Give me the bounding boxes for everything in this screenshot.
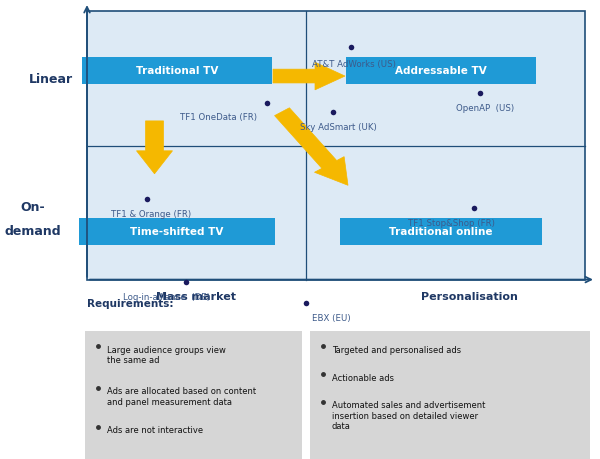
Text: TF1 OneData (FR): TF1 OneData (FR) [180,112,257,122]
Text: demand: demand [5,225,61,238]
Text: Addressable TV: Addressable TV [395,66,487,76]
Text: AT&T AdWorks (US): AT&T AdWorks (US) [312,60,396,69]
Polygon shape [275,109,348,186]
Text: Actionable ads: Actionable ads [332,373,394,382]
FancyBboxPatch shape [79,218,275,246]
Text: Ads are not interactive: Ads are not interactive [107,425,203,435]
Text: Traditional online: Traditional online [389,227,493,237]
Polygon shape [273,63,345,90]
Text: Targeted and personalised ads: Targeted and personalised ads [332,345,461,354]
Text: TF1 & Orange (FR): TF1 & Orange (FR) [111,210,191,219]
Text: Large audience groups view
the same ad: Large audience groups view the same ad [107,345,226,364]
FancyBboxPatch shape [87,11,585,280]
Text: Ads are allocated based on content
and panel measurement data: Ads are allocated based on content and p… [107,386,256,406]
Polygon shape [137,122,173,174]
Text: Automated sales and advertisement
insertion based on detailed viewer
data: Automated sales and advertisement insert… [332,400,485,430]
Text: On-: On- [20,201,46,213]
Text: Log-in-alliance  (DE): Log-in-alliance (DE) [123,292,210,302]
Text: Time-shifted TV: Time-shifted TV [130,227,224,237]
Text: Requirements:: Requirements: [87,298,173,308]
Text: OpenAP  (US): OpenAP (US) [456,104,514,113]
Text: Personalisation: Personalisation [421,291,518,302]
Text: Linear: Linear [29,73,73,86]
Text: TF1 Stop&Shop (FR): TF1 Stop&Shop (FR) [408,219,495,228]
Text: Traditional TV: Traditional TV [136,66,218,76]
Text: Sky AdSmart (UK): Sky AdSmart (UK) [300,123,377,132]
Text: Mass market: Mass market [157,291,236,302]
FancyBboxPatch shape [85,331,302,459]
Text: EBX (EU): EBX (EU) [312,313,350,322]
FancyBboxPatch shape [82,57,272,85]
FancyBboxPatch shape [310,331,590,459]
FancyBboxPatch shape [346,57,536,85]
FancyBboxPatch shape [340,218,542,246]
